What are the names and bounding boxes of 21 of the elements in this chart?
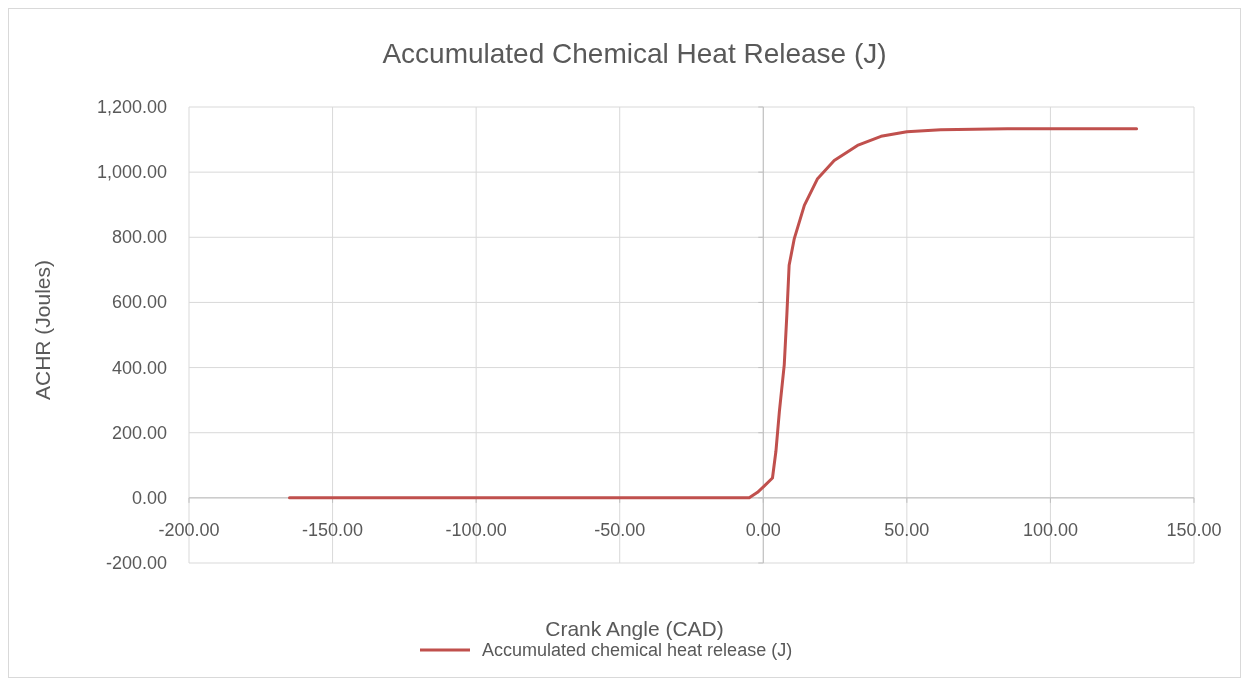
chart-title: Accumulated Chemical Heat Release (J) (382, 38, 887, 69)
line-series (288, 127, 1139, 500)
x-tick-label: -100.00 (445, 519, 507, 540)
x-tick-label: -50.00 (594, 519, 646, 540)
y-tick-label: 400.00 (111, 357, 167, 378)
x-tick-label: 150.00 (1166, 519, 1222, 540)
x-axis-title: Crank Angle (CAD) (545, 617, 724, 640)
x-tick-label: 0.00 (745, 519, 781, 540)
y-tick-label: 1,200.00 (96, 97, 167, 117)
x-tick-label: -150.00 (302, 519, 364, 540)
x-tick-label: 100.00 (1022, 519, 1078, 540)
legend-label: Accumulated chemical heat release (J) (482, 640, 793, 660)
x-tick-label: 50.00 (884, 519, 930, 540)
y-tick-label: 1,000.00 (96, 162, 167, 183)
y-tick-label: 800.00 (111, 227, 167, 248)
y-tick-label: 200.00 (111, 422, 167, 443)
y-tick-label: -200.00 (105, 553, 167, 573)
y-tick-label: 600.00 (111, 292, 167, 313)
x-tick-label: -200.00 (158, 519, 220, 540)
y-axis-title: ACHR (Joules) (31, 259, 54, 401)
y-tick-label: 0.00 (131, 487, 167, 508)
